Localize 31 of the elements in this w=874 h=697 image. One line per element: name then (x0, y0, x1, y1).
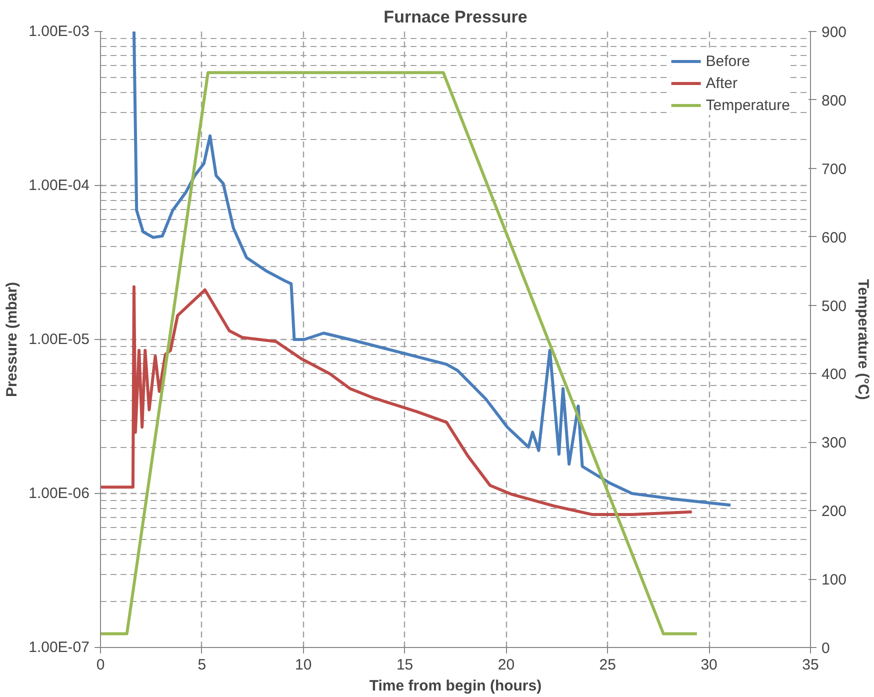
y-axis-title: Pressure (mbar) (4, 282, 21, 398)
x-tick-label: 20 (498, 656, 515, 674)
y2-tick-label: 400 (822, 366, 847, 384)
y-tick-label: 1.00E-06 (28, 485, 90, 502)
x-tick-label: 30 (700, 656, 718, 674)
y-tick-label: 1.00E-05 (28, 331, 90, 348)
y-tick-label: 1.00E-07 (28, 639, 90, 656)
y2-tick-label: 700 (822, 160, 847, 178)
y2-tick-label: 500 (822, 298, 847, 315)
x-tick-label: 0 (96, 656, 105, 674)
y2-tick-label: 300 (822, 434, 847, 452)
legend-label: Before (706, 52, 750, 70)
y-tick-label: 1.00E-03 (28, 23, 90, 40)
x-tick-label: 10 (295, 656, 312, 674)
y2-tick-label: 200 (822, 503, 847, 520)
x-tick-label: 35 (802, 656, 819, 674)
legend-label: After (706, 74, 738, 92)
y2-axis-title: Temperature (°C) (854, 279, 872, 400)
x-tick-label: 15 (396, 656, 414, 674)
y2-tick-label: 0 (822, 640, 830, 657)
y-tick-label: 1.00E-04 (28, 177, 90, 194)
y2-tick-label: 800 (822, 92, 847, 110)
chart-title: Furnace Pressure (384, 8, 528, 26)
x-axis-title: Time from begin (hours) (369, 678, 542, 694)
legend-label: Temperature (706, 96, 790, 114)
x-tick-label: 5 (198, 656, 206, 674)
y2-tick-label: 100 (822, 572, 847, 589)
line-series (100, 285, 694, 516)
x-tick-label: 25 (599, 656, 616, 674)
y2-tick-label: 600 (822, 229, 847, 246)
y2-tick-label: 900 (822, 24, 847, 41)
